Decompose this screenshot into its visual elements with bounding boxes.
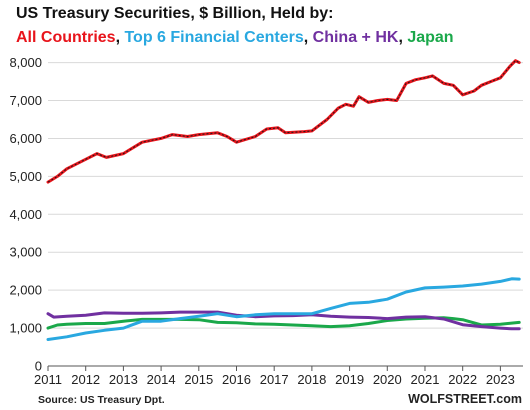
series-line-3-overlay xyxy=(47,60,520,183)
subtitle-separator: , xyxy=(304,29,313,46)
x-tick-label: 2014 xyxy=(147,372,176,387)
subtitle-separator: , xyxy=(398,29,407,46)
y-tick-label: 6,000 xyxy=(9,131,42,146)
x-tick-label: 2017 xyxy=(260,372,289,387)
y-tick-label: 5,000 xyxy=(9,169,42,184)
subtitle-china-hk: China + HK xyxy=(313,29,399,46)
y-tick-label: 2,000 xyxy=(9,283,42,298)
y-tick-label: 0 xyxy=(35,359,42,374)
x-tick-label: 2018 xyxy=(297,372,326,387)
y-tick-label: 4,000 xyxy=(9,207,42,222)
x-tick-label: 2021 xyxy=(411,372,440,387)
chart-title: US Treasury Securities, $ Billion, Held … xyxy=(16,5,333,22)
subtitle-japan: Japan xyxy=(407,29,453,46)
x-tick-label: 2023 xyxy=(486,372,515,387)
grid-lines xyxy=(48,62,523,329)
series-line-3 xyxy=(46,59,521,184)
y-tick-label: 3,000 xyxy=(9,245,42,260)
x-tick-label: 2011 xyxy=(34,372,62,387)
y-axis-ticks: 0 1,000 2,000 3,000 4,000 5,000 6,000 7,000 8,00… xyxy=(9,55,42,373)
x-tick-label: 2016 xyxy=(222,372,251,387)
y-tick-label: 7,000 xyxy=(9,93,42,108)
subtitle-top6-financial-centers: Top 6 Financial Centers xyxy=(124,29,303,46)
x-tick-label: 2012 xyxy=(71,372,100,387)
x-tick-label: 2013 xyxy=(109,372,138,387)
series-lines xyxy=(46,59,521,341)
x-tick-label: 2020 xyxy=(373,372,402,387)
series-line-1 xyxy=(46,310,521,331)
series-line-0 xyxy=(46,316,521,330)
subtitle-separator: , xyxy=(116,29,125,46)
x-tick-label: 2022 xyxy=(448,372,477,387)
series-line-2 xyxy=(46,277,521,341)
x-tick-label: 2015 xyxy=(184,372,213,387)
y-tick-label: 1,000 xyxy=(9,321,42,336)
subtitle-all-countries: All Countries xyxy=(16,29,116,46)
x-axis: 2011 2012 2013 2014 2015 2016 2017 2018 2019 2020… xyxy=(34,365,523,387)
y-tick-label: 8,000 xyxy=(9,55,42,70)
brand-logo-text: WOLFSTREET.com xyxy=(408,392,522,406)
x-tick-label: 2019 xyxy=(335,372,364,387)
source-note: Source: US Treasury Dpt. xyxy=(38,394,165,406)
chart-subtitle: All Countries, Top 6 Financial Centers, … xyxy=(16,29,454,46)
